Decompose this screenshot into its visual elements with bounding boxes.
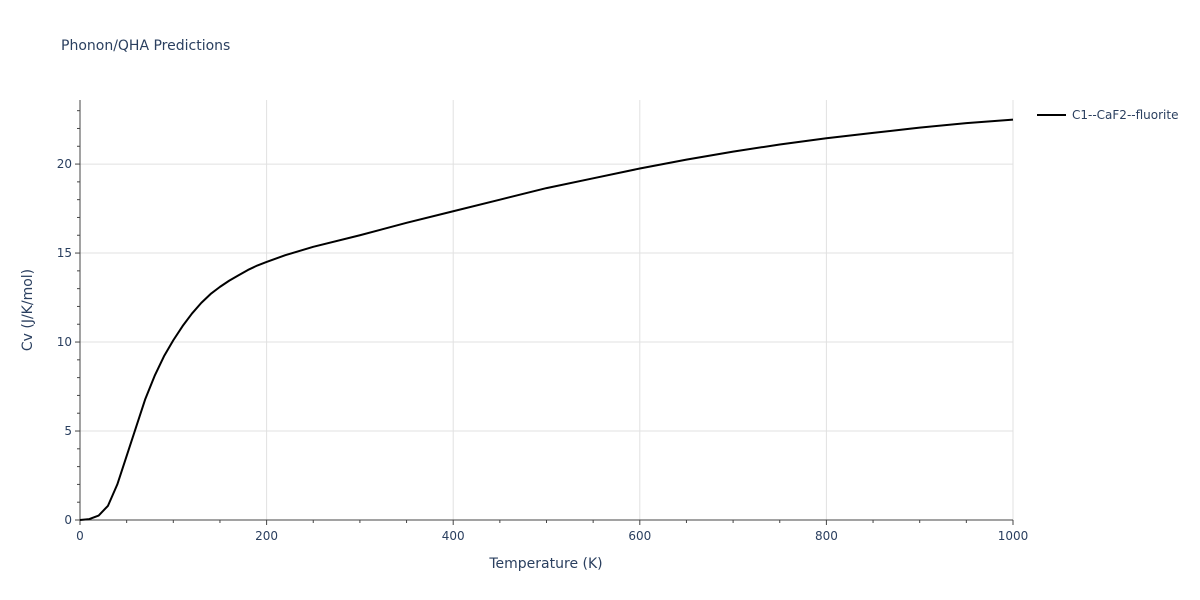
y-tick-label: 5 bbox=[64, 424, 72, 438]
x-tick-label: 200 bbox=[255, 529, 278, 543]
y-tick-label: 20 bbox=[57, 157, 72, 171]
x-tick-label: 400 bbox=[442, 529, 465, 543]
x-tick-label: 0 bbox=[76, 529, 84, 543]
chart-title: Phonon/QHA Predictions bbox=[61, 38, 230, 54]
axes bbox=[75, 100, 1014, 525]
series-lines bbox=[79, 118, 1014, 521]
x-tick-label: 800 bbox=[815, 529, 838, 543]
legend[interactable]: C1--CaF2--fluorite bbox=[1037, 108, 1178, 122]
series-line bbox=[79, 118, 1014, 521]
x-axis-title: Temperature (K) bbox=[488, 556, 602, 572]
x-tick-label: 1000 bbox=[998, 529, 1029, 543]
grid bbox=[80, 100, 1014, 520]
y-tick-label: 0 bbox=[64, 513, 72, 527]
tick-labels: 0 200 400 600 800 1000 0 5 10 15 20 bbox=[57, 157, 1029, 543]
y-tick-label: 15 bbox=[57, 246, 72, 260]
x-tick-label: 600 bbox=[628, 529, 651, 543]
legend-label: C1--CaF2--fluorite bbox=[1072, 108, 1178, 122]
y-axis-title: Cv (J/K/mol) bbox=[20, 269, 36, 351]
y-tick-label: 10 bbox=[57, 335, 72, 349]
